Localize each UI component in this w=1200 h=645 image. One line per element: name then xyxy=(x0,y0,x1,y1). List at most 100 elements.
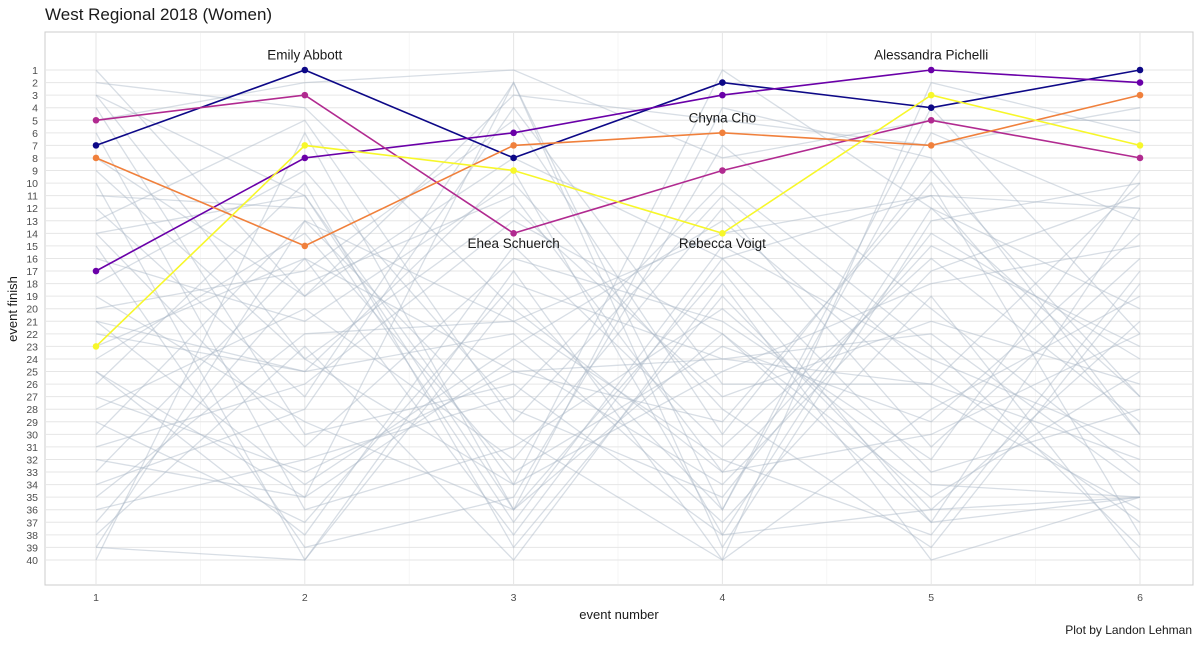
rider-point xyxy=(510,167,517,174)
x-tick-label: 3 xyxy=(511,592,517,604)
y-tick-label: 5 xyxy=(32,115,38,127)
x-axis-ticks: 1 2 3 4 5 6 xyxy=(93,592,1143,604)
y-tick-label: 25 xyxy=(26,367,38,379)
y-tick-label: 14 xyxy=(26,228,38,240)
rider-point xyxy=(719,79,726,86)
background-rider-line xyxy=(95,207,1141,524)
background-rider-line xyxy=(95,119,1141,436)
background-rider-line xyxy=(95,220,1141,498)
rider-point xyxy=(927,116,935,124)
y-tick-label: 39 xyxy=(26,542,38,554)
y-tick-label: 16 xyxy=(26,253,38,265)
rider-point xyxy=(92,142,100,149)
background-rider-line xyxy=(95,194,1141,498)
rider-point xyxy=(510,129,517,137)
y-tick-label: 24 xyxy=(26,354,38,366)
y-tick-label: 27 xyxy=(26,392,38,404)
rider-labels: Emily Abbott Alessandra Pichelli Chyna Cho… xyxy=(267,47,988,250)
rider-line xyxy=(95,94,1141,347)
background-rider-line xyxy=(95,81,1141,562)
rider-point xyxy=(927,104,935,111)
y-tick-label: 34 xyxy=(26,480,38,492)
y-axis-ticks: 1234567891011121314151617181920212223242… xyxy=(26,65,38,567)
background-rider-line xyxy=(95,282,1141,524)
y-tick-label: 23 xyxy=(26,341,38,353)
rider-point xyxy=(1136,91,1144,99)
background-rider-line xyxy=(95,169,1141,498)
y-tick-label: 19 xyxy=(26,291,38,303)
y-tick-label: 2 xyxy=(32,78,38,90)
background-rider-line xyxy=(95,107,1141,536)
background-rider-line xyxy=(95,295,1141,561)
rider-point xyxy=(301,142,309,149)
y-axis-title: event finish xyxy=(5,276,20,342)
y-tick-label: 30 xyxy=(26,429,38,441)
y-tick-label: 15 xyxy=(26,241,38,253)
rider-label: Emily Abbott xyxy=(267,47,342,62)
y-tick-label: 37 xyxy=(26,517,38,529)
background-rider-line xyxy=(95,94,1141,298)
rider-point xyxy=(927,91,935,99)
background-rider-line xyxy=(95,119,1141,523)
rider-line xyxy=(95,94,1141,247)
x-tick-label: 4 xyxy=(719,592,725,604)
rider-label: Rebecca Voigt xyxy=(679,236,766,251)
y-tick-label: 3 xyxy=(32,90,38,102)
rider-point xyxy=(1136,79,1144,86)
rider-point xyxy=(719,129,726,137)
background-rider-line xyxy=(95,219,1141,561)
background-rider-line xyxy=(95,270,1141,536)
background-rider-line xyxy=(95,182,1141,385)
y-tick-label: 1 xyxy=(32,65,38,77)
x-axis-title: event number xyxy=(579,607,659,622)
background-rider-line xyxy=(95,182,1141,549)
rider-label: Alessandra Pichelli xyxy=(874,47,988,62)
y-tick-label: 4 xyxy=(32,103,38,115)
y-tick-label: 10 xyxy=(26,178,38,190)
y-tick-label: 21 xyxy=(26,316,38,328)
background-rider-line xyxy=(95,182,1141,549)
background-rider-line xyxy=(95,69,1141,486)
background-rider-line xyxy=(95,170,1141,398)
rider-point xyxy=(510,154,517,162)
background-rider-line xyxy=(95,220,1141,511)
y-tick-label: 8 xyxy=(32,153,38,165)
background-rider-line xyxy=(95,106,1141,486)
background-rider-line xyxy=(95,257,1141,536)
rider-point xyxy=(719,91,726,99)
background-rider-line xyxy=(95,244,1141,536)
y-tick-label: 9 xyxy=(32,166,38,178)
background-rider-line xyxy=(95,81,1141,473)
rider-point xyxy=(927,142,935,149)
rider-point xyxy=(301,242,309,250)
y-tick-label: 18 xyxy=(26,279,38,291)
grid-lines xyxy=(46,33,1192,584)
y-tick-label: 12 xyxy=(26,203,38,215)
background-rider-line xyxy=(95,132,1141,511)
rider-point xyxy=(92,267,100,275)
y-tick-label: 28 xyxy=(26,404,38,416)
rider-point xyxy=(510,230,517,237)
background-rider-line xyxy=(95,169,1141,536)
panel-border xyxy=(44,31,1194,586)
y-tick-label: 29 xyxy=(26,417,38,429)
x-tick-label: 1 xyxy=(93,592,99,604)
rider-point xyxy=(1136,154,1144,162)
y-tick-label: 22 xyxy=(26,329,38,341)
background-rider-line xyxy=(95,106,1141,561)
y-tick-label: 11 xyxy=(27,191,38,203)
background-rider-line xyxy=(95,170,1141,461)
rider-point xyxy=(1136,142,1144,149)
background-rider-line xyxy=(95,81,1141,549)
background-riders xyxy=(95,69,1141,562)
y-tick-label: 17 xyxy=(26,266,38,278)
background-rider-line xyxy=(95,144,1141,549)
y-tick-label: 35 xyxy=(26,492,38,504)
highlighted-riders xyxy=(92,66,1144,350)
rider-point xyxy=(92,116,100,124)
background-rider-line xyxy=(95,232,1141,473)
y-tick-label: 13 xyxy=(26,216,38,228)
background-rider-line xyxy=(95,69,1141,435)
rider-label: Chyna Cho xyxy=(689,110,757,125)
